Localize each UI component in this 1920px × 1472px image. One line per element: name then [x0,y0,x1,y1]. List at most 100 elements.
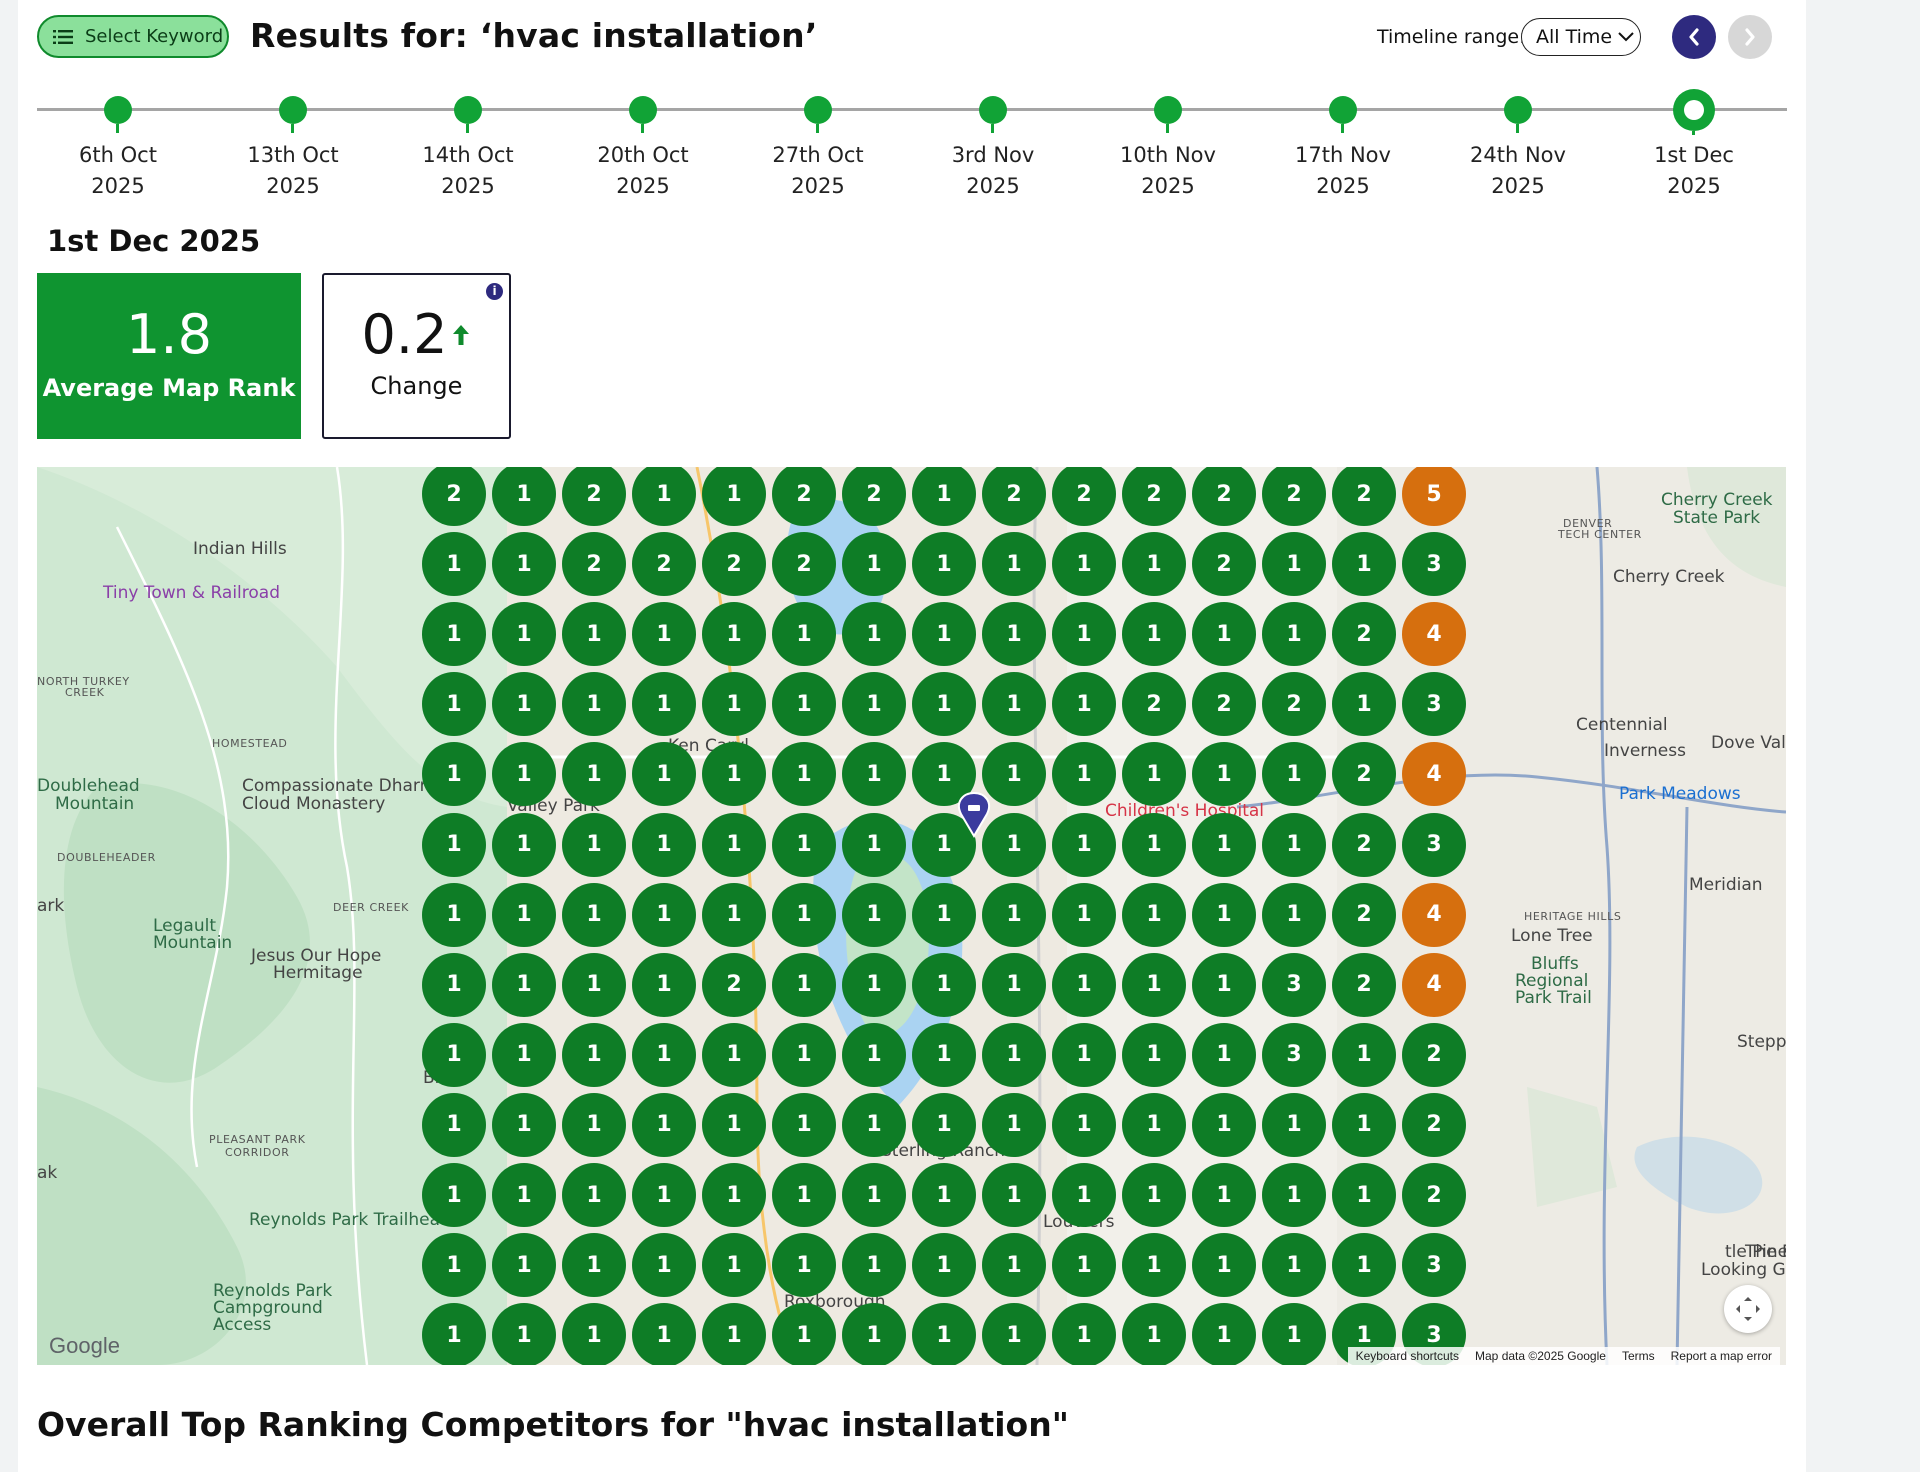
timeline-date-3[interactable]: 20th Oct 2025 [573,90,713,202]
grid-rank-pin[interactable]: 1 [702,467,766,526]
next-date-button[interactable] [1728,15,1772,59]
grid-rank-pin[interactable]: 1 [422,1092,486,1157]
grid-rank-pin[interactable]: 1 [422,742,486,807]
grid-rank-pin[interactable]: 1 [1192,1163,1256,1227]
grid-rank-pin[interactable]: 3 [1402,672,1466,737]
grid-rank-pin[interactable]: 1 [1052,952,1116,1017]
grid-rank-pin[interactable]: 1 [912,532,976,597]
grid-rank-pin[interactable]: 1 [772,882,836,947]
grid-rank-pin[interactable]: 1 [702,1233,766,1298]
grid-rank-pin[interactable]: 1 [842,602,906,667]
grid-rank-pin[interactable]: 1 [562,1233,626,1298]
grid-rank-pin[interactable]: 1 [562,1092,626,1157]
grid-rank-pin[interactable]: 1 [842,1233,906,1298]
grid-rank-pin[interactable]: 1 [1052,882,1116,947]
timeline-dot[interactable] [1673,89,1715,135]
grid-rank-pin[interactable]: 1 [1262,1233,1326,1298]
grid-rank-pin[interactable]: 2 [422,467,486,526]
grid-rank-pin[interactable]: 1 [1262,812,1326,877]
grid-rank-pin[interactable]: 1 [702,812,766,877]
grid-rank-pin[interactable]: 1 [982,1233,1046,1298]
grid-rank-pin[interactable]: 2 [772,467,836,526]
fullscreen-button[interactable] [1724,1285,1772,1333]
grid-rank-pin[interactable]: 1 [632,1022,696,1087]
grid-rank-pin[interactable]: 1 [632,602,696,667]
grid-rank-pin[interactable]: 1 [912,882,976,947]
grid-rank-pin[interactable]: 1 [982,1303,1046,1365]
grid-rank-pin[interactable]: 1 [1192,1303,1256,1365]
grid-rank-pin[interactable]: 1 [422,1303,486,1365]
timeline-date-2[interactable]: 14th Oct 2025 [398,90,538,202]
grid-rank-pin[interactable]: 1 [422,882,486,947]
grid-rank-pin[interactable]: 1 [1332,1092,1396,1157]
grid-rank-pin[interactable]: 3 [1402,1233,1466,1298]
grid-rank-pin[interactable]: 1 [1262,882,1326,947]
grid-rank-pin[interactable]: 1 [1262,1163,1326,1227]
grid-rank-pin[interactable]: 1 [632,882,696,947]
grid-rank-pin[interactable]: 1 [842,882,906,947]
grid-rank-pin[interactable]: 1 [422,1163,486,1227]
grid-rank-pin[interactable]: 1 [912,467,976,526]
timeline-date-6[interactable]: 10th Nov 2025 [1098,90,1238,202]
grid-rank-pin[interactable]: 1 [1262,532,1326,597]
grid-rank-pin[interactable]: 2 [562,467,626,526]
grid-rank-pin[interactable]: 1 [842,1092,906,1157]
grid-rank-pin[interactable]: 2 [842,467,906,526]
grid-rank-pin[interactable]: 1 [1332,672,1396,737]
grid-rank-pin[interactable]: 1 [492,1233,556,1298]
grid-rank-pin[interactable]: 2 [1402,1163,1466,1227]
grid-rank-pin[interactable]: 1 [912,1303,976,1365]
grid-rank-pin[interactable]: 3 [1262,1022,1326,1087]
keyboard-shortcuts-link[interactable]: Keyboard shortcuts [1347,1347,1468,1365]
business-location-marker-icon[interactable] [957,792,991,838]
grid-rank-pin[interactable]: 1 [422,532,486,597]
grid-rank-pin[interactable]: 2 [1402,1022,1466,1087]
timeline-dot[interactable] [979,96,1007,133]
grid-rank-pin[interactable]: 1 [1122,1303,1186,1365]
grid-rank-pin[interactable]: 1 [632,1233,696,1298]
grid-rank-pin[interactable]: 1 [1262,1303,1326,1365]
grid-rank-pin[interactable]: 1 [982,812,1046,877]
grid-rank-pin[interactable]: 1 [912,1233,976,1298]
grid-rank-pin[interactable]: 1 [1122,952,1186,1017]
grid-rank-pin[interactable]: 2 [772,532,836,597]
grid-rank-pin[interactable]: 2 [1192,467,1256,526]
grid-rank-pin[interactable]: 1 [1122,1233,1186,1298]
grid-rank-pin[interactable]: 1 [842,812,906,877]
timeline-date-4[interactable]: 27th Oct 2025 [748,90,888,202]
grid-rank-pin[interactable]: 1 [702,742,766,807]
grid-rank-pin[interactable]: 1 [562,602,626,667]
grid-rank-pin[interactable]: 1 [1122,882,1186,947]
grid-rank-pin[interactable]: 1 [982,672,1046,737]
grid-rank-pin[interactable]: 1 [1192,1233,1256,1298]
grid-rank-pin[interactable]: 2 [1052,467,1116,526]
grid-rank-pin[interactable]: 1 [1332,1163,1396,1227]
grid-rank-pin[interactable]: 1 [632,812,696,877]
report-map-error-link[interactable]: Report a map error [1662,1347,1780,1365]
grid-rank-pin[interactable]: 1 [1192,1022,1256,1087]
grid-rank-pin[interactable]: 1 [492,1303,556,1365]
grid-rank-pin[interactable]: 1 [492,602,556,667]
grid-rank-pin[interactable]: 1 [702,1092,766,1157]
grid-rank-pin[interactable]: 1 [982,532,1046,597]
grid-rank-pin[interactable]: 1 [912,1163,976,1227]
grid-rank-pin[interactable]: 1 [562,882,626,947]
grid-rank-pin[interactable]: 1 [562,672,626,737]
timeline-date-7[interactable]: 17th Nov 2025 [1273,90,1413,202]
grid-rank-pin[interactable]: 3 [1262,952,1326,1017]
grid-rank-pin[interactable]: 1 [632,742,696,807]
grid-rank-pin[interactable]: 1 [1192,1092,1256,1157]
grid-rank-pin[interactable]: 2 [1402,1092,1466,1157]
grid-rank-pin[interactable]: 1 [492,952,556,1017]
grid-rank-pin[interactable]: 2 [702,952,766,1017]
grid-rank-pin[interactable]: 1 [702,1022,766,1087]
grid-rank-pin[interactable]: 1 [772,602,836,667]
grid-rank-pin[interactable]: 1 [422,672,486,737]
grid-rank-pin[interactable]: 2 [1122,672,1186,737]
grid-rank-pin[interactable]: 1 [1122,1163,1186,1227]
grid-rank-pin[interactable]: 1 [912,1092,976,1157]
grid-rank-pin[interactable]: 1 [1192,742,1256,807]
grid-rank-pin[interactable]: 1 [1122,602,1186,667]
grid-rank-pin[interactable]: 1 [702,1303,766,1365]
grid-rank-pin[interactable]: 1 [1052,742,1116,807]
